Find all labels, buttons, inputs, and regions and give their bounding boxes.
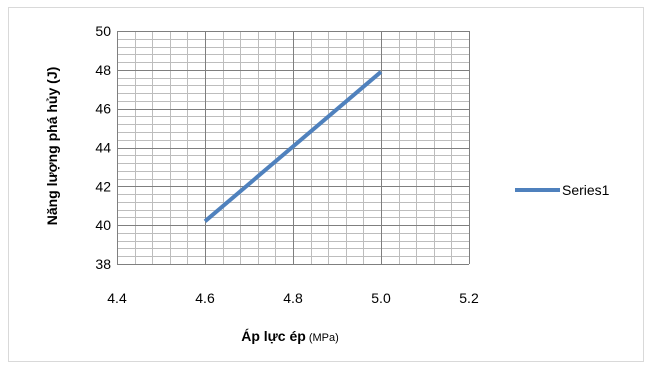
legend: Series1: [515, 182, 610, 198]
x-tick-label: 4.4: [107, 290, 127, 306]
y-tick-label: 50: [95, 23, 111, 39]
y-axis-title: Năng lượng phá hủy (J): [44, 67, 60, 226]
x-tick-label: 5.0: [371, 290, 391, 306]
y-tick-label: 46: [95, 101, 111, 117]
y-axis-ticks: 38 40 42 44 46 48 50: [95, 23, 111, 272]
x-axis-ticks: 4.4 4.6 4.8 5.0 5.2: [107, 290, 479, 306]
x-tick-label: 4.8: [283, 290, 303, 306]
y-tick-label: 42: [95, 178, 111, 194]
x-axis-title: Áp lực ép (MPa): [241, 328, 339, 344]
series-layer: [203, 70, 383, 223]
chart-area: [8, 7, 644, 362]
series-line-1: [203, 70, 383, 223]
x-tick-label: 4.6: [195, 290, 215, 306]
y-tick-label: 44: [95, 140, 111, 156]
x-tick-label: 5.2: [459, 290, 479, 306]
y-tick-label: 48: [95, 62, 111, 78]
legend-label-series1: Series1: [562, 182, 610, 198]
y-tick-label: 38: [95, 256, 111, 272]
y-tick-label: 40: [95, 217, 111, 233]
x-axis-title-main: Áp lực ép: [241, 328, 306, 344]
x-axis-title-unit: (MPa): [309, 332, 339, 344]
